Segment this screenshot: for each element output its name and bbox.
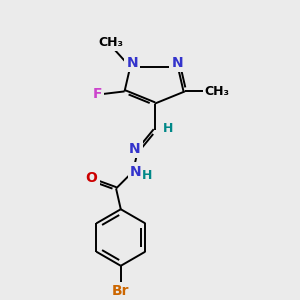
Text: CH₃: CH₃: [99, 36, 124, 49]
Text: Br: Br: [112, 284, 130, 298]
Text: O: O: [85, 171, 98, 185]
Text: N: N: [126, 56, 138, 70]
Text: H: H: [142, 169, 152, 182]
Text: N: N: [129, 142, 141, 156]
Text: CH₃: CH₃: [204, 85, 230, 98]
Text: H: H: [163, 122, 173, 135]
Text: N: N: [130, 164, 142, 178]
Text: N: N: [172, 56, 183, 70]
Text: F: F: [92, 87, 102, 101]
